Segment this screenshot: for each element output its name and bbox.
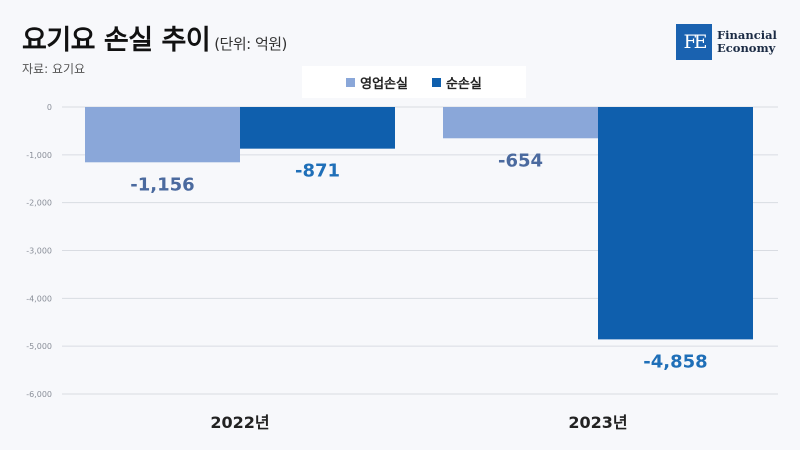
data-label: -871 (295, 161, 340, 182)
legend-label-operating-loss: 영업손실 (360, 76, 408, 92)
y-tick-label: -6,000 (26, 390, 52, 399)
y-tick-label: -3,000 (26, 247, 52, 256)
y-tick-label: -1,000 (26, 151, 52, 160)
chart-unit: (단위: 억원) (214, 35, 287, 53)
y-tick-label: -2,000 (26, 199, 52, 208)
bar-net-loss (598, 107, 753, 340)
legend-label-net-loss: 순손실 (445, 76, 482, 92)
publisher-logo: FE Financial Economy (676, 24, 777, 60)
x-tick-label: 2022년 (210, 413, 269, 432)
logo-line-2: Economy (717, 41, 776, 55)
legend-item-operating-loss: 영업손실 (346, 73, 408, 92)
source-note: 자료: 요기요 (22, 62, 86, 76)
y-tick-label: -5,000 (26, 342, 52, 351)
x-tick-label: 2023년 (568, 413, 627, 432)
legend-item-net-loss: 순손실 (431, 73, 482, 92)
data-label: -4,858 (643, 351, 707, 372)
chart-title: 요기요 손실 추이 (단위: 억원) (22, 18, 287, 57)
bar-operating-loss (443, 107, 598, 139)
logo-line-1: Financial (717, 28, 777, 42)
legend-swatch-net-loss (431, 77, 441, 87)
bar-operating-loss (85, 107, 240, 163)
logo-text: Financial Economy (717, 29, 777, 55)
y-tick-label: -4,000 (26, 294, 52, 303)
bar-net-loss (240, 107, 395, 149)
data-label: -654 (498, 150, 543, 171)
y-tick-label: 0 (47, 103, 52, 112)
chart-title-text: 요기요 손실 추이 (22, 25, 211, 56)
data-label: -1,156 (130, 174, 194, 195)
legend-swatch-operating-loss (346, 77, 356, 87)
chart-legend: 영업손실 순손실 (302, 66, 526, 98)
logo-mark: FE (676, 24, 712, 60)
